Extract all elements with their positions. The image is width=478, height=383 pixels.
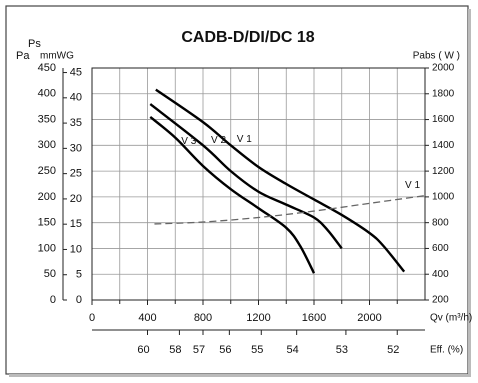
- x-tick-label: 2000: [357, 312, 381, 324]
- eff-tick-label: 52: [387, 344, 399, 356]
- y-tick-label: 450: [38, 62, 56, 74]
- y2-tick-label: 1400: [432, 140, 455, 151]
- y-tick-label: 0: [50, 294, 56, 306]
- y-tick-label: 400: [38, 88, 56, 100]
- y-mid-tick-label: 40: [70, 92, 82, 104]
- y-mid-tick-label: 20: [70, 193, 82, 205]
- y2-tick-label: 200: [432, 295, 449, 306]
- y-axis-label: Pa: [16, 50, 30, 62]
- curve: [149, 116, 316, 274]
- eff-tick-label: 58: [169, 344, 181, 356]
- frame-shadow: [468, 9, 471, 377]
- y-mid-tick-label: 30: [70, 142, 82, 154]
- y-mid-tick-label: 45: [70, 66, 82, 78]
- x-axis-label: Qv (m³/h): [430, 313, 472, 324]
- y-mid-tick-label: 5: [76, 269, 82, 281]
- chart-title: CADB-D/DI/DC 18: [181, 29, 314, 46]
- curve-label: V 3: [181, 136, 196, 147]
- curve-label: V 2: [211, 135, 226, 146]
- y-mid-tick-label: 0: [76, 294, 82, 306]
- x-tick-label: 400: [138, 312, 156, 324]
- eff-tick-label: 60: [137, 344, 149, 356]
- curve-label: V 1: [237, 134, 252, 145]
- eff-tick-label: 57: [193, 344, 205, 356]
- y2-tick-label: 600: [432, 243, 449, 254]
- curve: [149, 103, 343, 250]
- y-mid-tick-label: 10: [70, 243, 82, 255]
- y-tick-label: 300: [38, 139, 56, 151]
- y-mid-axis-label: mmWG: [40, 51, 74, 62]
- y2-axis-label: Pabs ( W ): [413, 51, 460, 62]
- y-tick-label: 100: [38, 242, 56, 254]
- eff-tick-label: 53: [336, 344, 348, 356]
- y-tick-label: 150: [38, 217, 56, 229]
- eff-tick-label: 56: [219, 344, 231, 356]
- y-mid-tick-label: 25: [70, 168, 82, 180]
- curve: [155, 88, 406, 273]
- y-tick-label: 50: [44, 268, 56, 280]
- x-tick-label: 1600: [302, 312, 326, 324]
- y2-tick-label: 1600: [432, 114, 455, 125]
- y-mid-tick-label: 15: [70, 218, 82, 230]
- frame-shadow: [9, 374, 471, 377]
- eff-tick-label: 55: [251, 344, 263, 356]
- curve: [154, 194, 426, 225]
- plot-border: [91, 67, 426, 301]
- y2-tick-label: 2000: [432, 63, 455, 74]
- curve-label: V 1: [405, 180, 420, 191]
- x-tick-label: 1200: [246, 312, 270, 324]
- y-tick-label: 350: [38, 113, 56, 125]
- y2-tick-label: 1000: [432, 192, 455, 203]
- y2-tick-label: 1800: [432, 88, 455, 99]
- x-tick-label: 800: [194, 312, 212, 324]
- eff-axis-label: Eff. (%): [430, 345, 463, 356]
- y-tick-label: 200: [38, 191, 56, 203]
- x-tick-label: 0: [89, 312, 95, 324]
- y-mid-tick-label: 35: [70, 117, 82, 129]
- frame: [5, 5, 469, 375]
- y2-tick-label: 800: [432, 217, 449, 228]
- y-tick-label: 250: [38, 165, 56, 177]
- y2-tick-label: 1200: [432, 166, 455, 177]
- eff-tick-label: 54: [287, 344, 299, 356]
- y2-tick-label: 400: [432, 269, 449, 280]
- y-axis-label-top: Ps: [28, 38, 41, 50]
